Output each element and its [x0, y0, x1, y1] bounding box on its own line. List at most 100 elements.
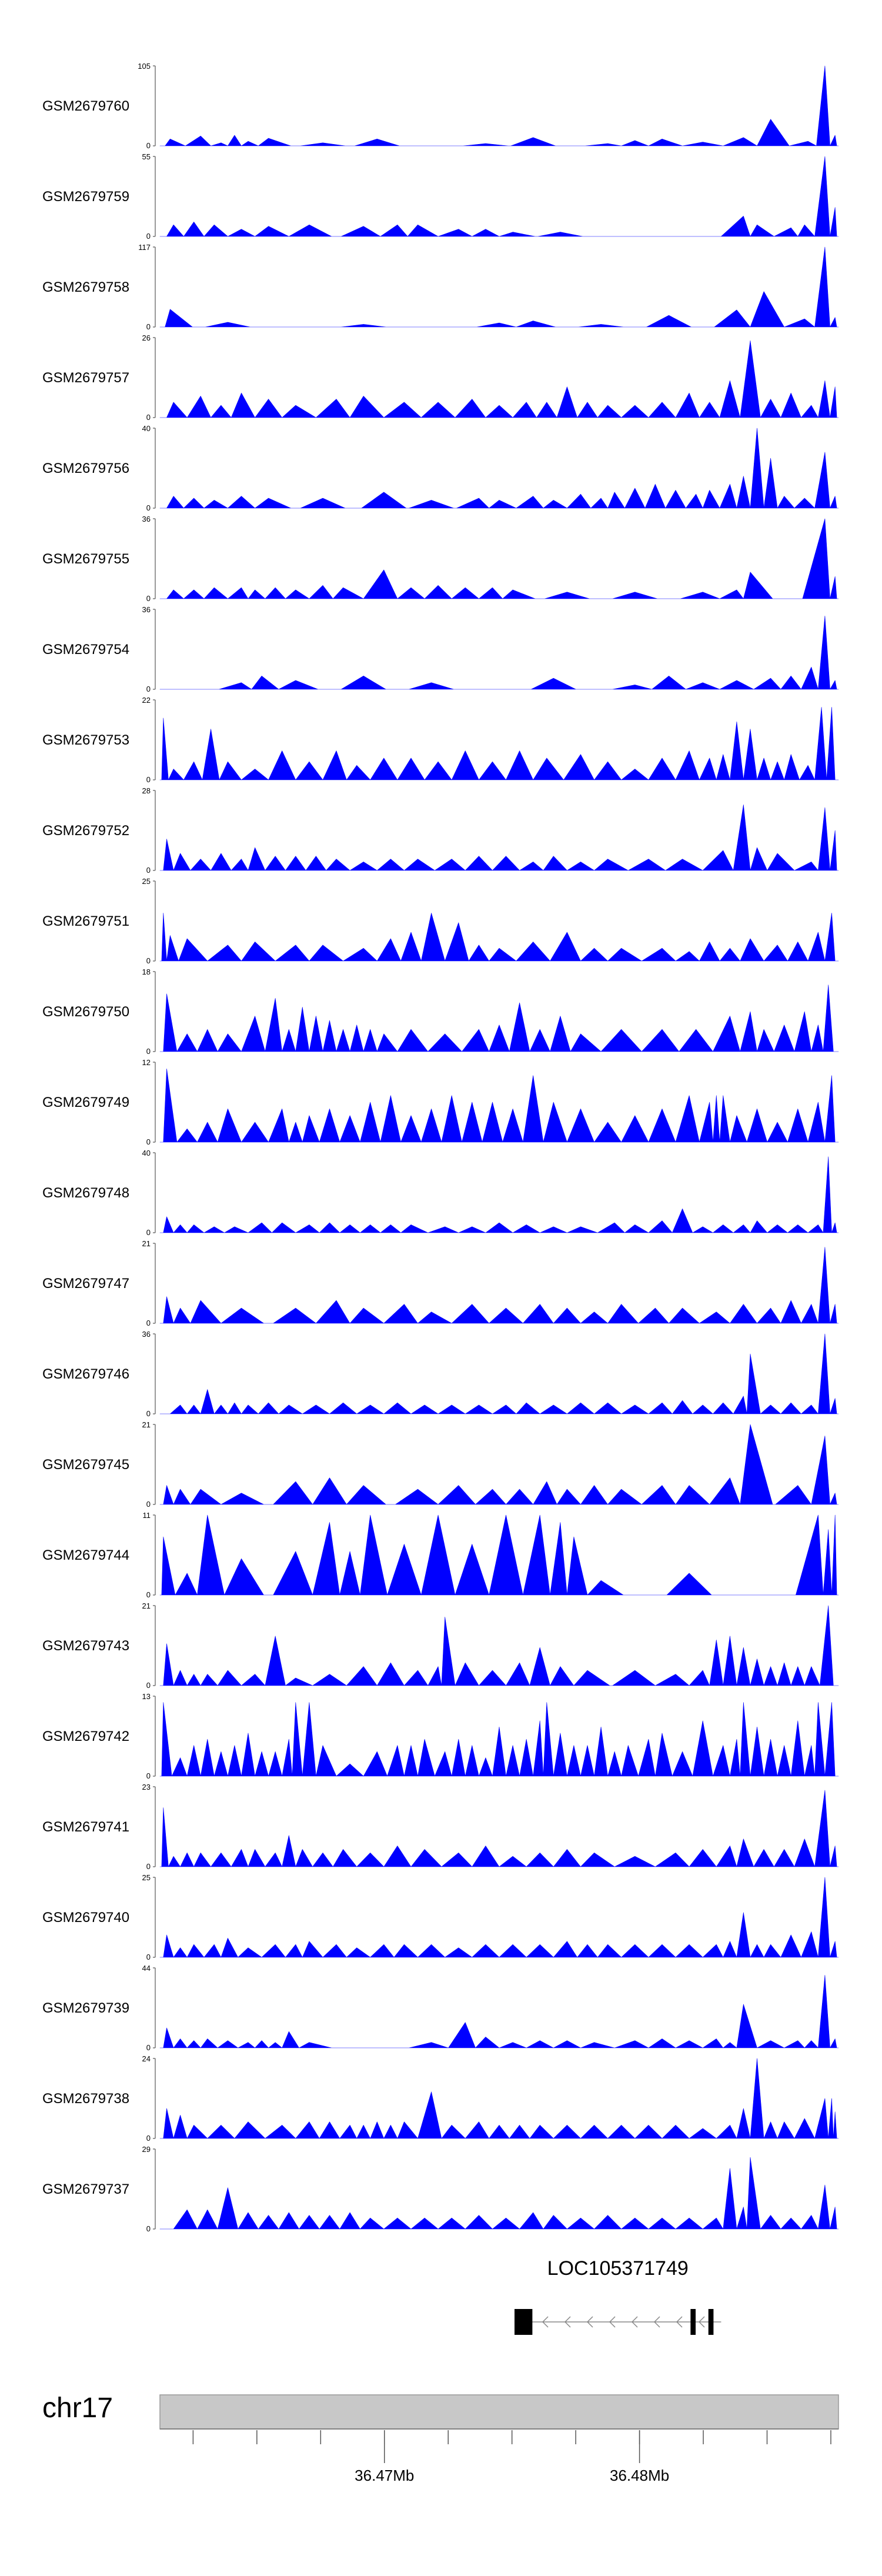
y-min-label: 0	[146, 1500, 151, 1509]
y-min-label: 0	[146, 1319, 151, 1327]
coverage-area	[159, 2058, 839, 2139]
y-max-label: 21	[142, 1601, 151, 1610]
coverage-area	[159, 246, 839, 328]
track-label: GSM2679741	[42, 1819, 129, 1835]
track-label: GSM2679752	[42, 823, 129, 839]
gene-name-label: LOC105371749	[547, 2257, 689, 2280]
strand-arrow	[564, 2316, 571, 2328]
track-label: GSM2679757	[42, 370, 129, 386]
track-GSM2679752: GSM2679752 28 0	[42, 786, 839, 875]
track-label: GSM2679760	[42, 98, 129, 114]
y-max-label: 23	[142, 1783, 151, 1791]
coverage-area	[159, 156, 839, 237]
track-label: GSM2679738	[42, 2091, 129, 2107]
track-GSM2679760: GSM2679760 105 0	[42, 62, 839, 150]
y-min-label: 0	[146, 1590, 151, 1599]
y-max-label: 24	[142, 2054, 151, 2063]
coverage-area	[159, 1877, 839, 1958]
y-min-label: 0	[146, 1681, 151, 1690]
track-label: GSM2679749	[42, 1095, 129, 1110]
gene-exon	[514, 2309, 533, 2335]
track-GSM2679759: GSM2679759 55 0	[42, 152, 839, 241]
y-max-label: 13	[142, 1692, 151, 1701]
y-min-label: 0	[146, 1771, 151, 1780]
coverage-area	[159, 985, 839, 1052]
y-max-label: 25	[142, 1873, 151, 1882]
track-GSM2679747: GSM2679747 21 0	[42, 1239, 839, 1327]
track-label: GSM2679755	[42, 551, 129, 567]
track-label: GSM2679745	[42, 1457, 129, 1473]
y-min-label: 0	[146, 2224, 151, 2233]
y-min-label: 0	[146, 322, 151, 331]
track-GSM2679750: GSM2679750 18 0	[42, 967, 839, 1056]
y-min-label: 0	[146, 685, 151, 693]
track-GSM2679755: GSM2679755 36 0	[42, 515, 839, 603]
chromosome-axis-track: chr17 36.47Mb 36.48Mb	[42, 2393, 839, 2484]
gene-annotation-track: LOC105371749	[514, 2257, 721, 2335]
track-GSM2679744: GSM2679744 11 0	[42, 1511, 839, 1599]
y-min-label: 0	[146, 2134, 151, 2143]
coverage-area	[159, 1069, 839, 1143]
track-label: GSM2679743	[42, 1638, 129, 1654]
track-GSM2679738: GSM2679738 24 0	[42, 2054, 839, 2143]
coverage-area	[159, 428, 839, 509]
strand-arrow	[609, 2316, 616, 2328]
track-GSM2679758: GSM2679758 117 0	[42, 243, 839, 331]
track-GSM2679746: GSM2679746 36 0	[42, 1330, 839, 1418]
y-max-label: 117	[138, 243, 151, 252]
track-GSM2679757: GSM2679757 26 0	[42, 333, 839, 422]
y-max-label: 36	[142, 605, 151, 614]
y-min-label: 0	[146, 413, 151, 422]
coverage-area	[159, 1424, 839, 1505]
coverage-area	[159, 340, 839, 418]
track-GSM2679748: GSM2679748 40 0	[42, 1149, 839, 1237]
y-max-label: 18	[142, 967, 151, 976]
coverage-area	[159, 913, 839, 962]
chromosome-band	[159, 2394, 839, 2430]
coverage-area	[159, 1514, 839, 1596]
track-label: GSM2679747	[42, 1276, 129, 1292]
y-min-label: 0	[146, 1862, 151, 1871]
coverage-tracks: GSM2679760 105 0 GSM2679759 55 0 GSM2679758 117…	[42, 62, 839, 2233]
track-GSM2679749: GSM2679749 12 0	[42, 1058, 839, 1146]
y-min-label: 0	[146, 1047, 151, 1056]
y-max-label: 36	[142, 1330, 151, 1339]
y-max-label: 29	[142, 2145, 151, 2154]
track-label: GSM2679744	[42, 1547, 129, 1563]
coverage-area	[159, 1333, 839, 1414]
y-min-label: 0	[146, 2043, 151, 2052]
track-label: GSM2679737	[42, 2181, 129, 2197]
y-max-label: 21	[142, 1420, 151, 1429]
y-min-label: 0	[146, 1228, 151, 1237]
y-max-label: 25	[142, 877, 151, 886]
coverage-area	[159, 1975, 839, 2048]
coverage-area	[159, 1156, 839, 1233]
coverage-area	[159, 518, 839, 599]
track-label: GSM2679750	[42, 1004, 129, 1020]
track-label: GSM2679756	[42, 461, 129, 476]
track-label: GSM2679754	[42, 642, 129, 658]
y-min-label: 0	[146, 1137, 151, 1146]
y-max-label: 12	[142, 1058, 151, 1067]
y-max-label: 36	[142, 515, 151, 523]
track-GSM2679739: GSM2679739 44 0	[42, 1964, 839, 2052]
y-max-label: 105	[138, 62, 151, 71]
gene-exon	[708, 2309, 714, 2335]
coverage-area	[159, 65, 839, 146]
coverage-area	[159, 707, 839, 780]
track-GSM2679756: GSM2679756 40 0	[42, 424, 839, 512]
y-max-label: 22	[142, 696, 151, 705]
y-max-label: 44	[142, 1964, 151, 1973]
y-min-label: 0	[146, 775, 151, 784]
y-min-label: 0	[146, 503, 151, 512]
y-min-label: 0	[146, 956, 151, 965]
coverage-area	[159, 2157, 839, 2230]
track-GSM2679754: GSM2679754 36 0	[42, 605, 839, 693]
track-label: GSM2679739	[42, 2000, 129, 2016]
y-max-label: 11	[143, 1511, 151, 1520]
strand-arrow	[586, 2316, 593, 2328]
coverage-area	[159, 1702, 839, 1777]
coverage-area	[159, 1790, 839, 1867]
coverage-area	[159, 1605, 839, 1686]
strand-arrow	[542, 2316, 549, 2328]
